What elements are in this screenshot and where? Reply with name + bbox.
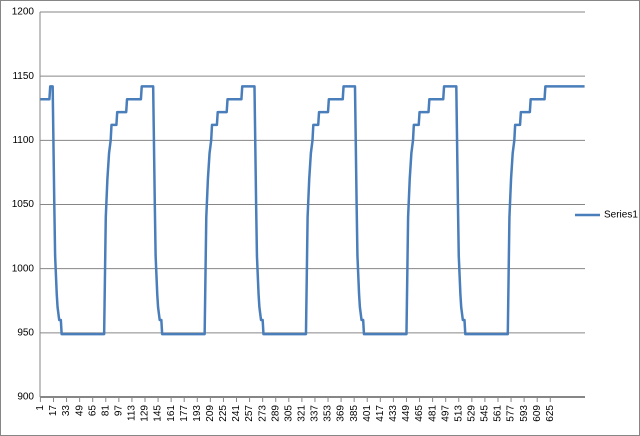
x-tick-label: 81 <box>100 405 111 417</box>
x-tick-label: 193 <box>192 405 203 422</box>
x-tick-label: 465 <box>414 405 425 422</box>
x-tick-label: 337 <box>310 405 321 422</box>
x-tick-label: 33 <box>61 405 72 417</box>
series-line <box>40 85 585 336</box>
x-tick-label: 49 <box>74 405 85 417</box>
y-tick-label: 1050 <box>12 199 35 210</box>
x-tick-label: 145 <box>153 405 164 422</box>
y-tick-label: 1000 <box>12 263 35 274</box>
x-tick-label: 449 <box>401 405 412 422</box>
x-tick-label: 129 <box>140 405 151 422</box>
x-tick-label: 385 <box>349 405 360 422</box>
x-tick-label: 241 <box>231 405 242 422</box>
x-tick-label: 305 <box>283 405 294 422</box>
x-tick-label: 113 <box>127 405 138 421</box>
x-tick-label: 97 <box>113 405 124 417</box>
x-tick-label: 529 <box>466 405 477 422</box>
x-tick-label: 417 <box>375 405 386 422</box>
y-tick-label: 900 <box>17 392 34 403</box>
x-tick-label: 513 <box>453 405 464 422</box>
x-tick-label: 545 <box>480 405 491 422</box>
x-tick-label: 257 <box>244 405 255 422</box>
x-tick-label: 561 <box>493 405 504 422</box>
x-tick-label: 289 <box>270 405 281 422</box>
y-tick-label: 950 <box>17 327 34 338</box>
x-tick-label: 401 <box>362 405 373 422</box>
y-tick-label: 1200 <box>12 7 35 18</box>
x-tick-label: 17 <box>48 405 59 417</box>
x-tick-label: 273 <box>257 405 268 422</box>
x-tick-label: 497 <box>440 405 451 422</box>
x-tick-label: 225 <box>218 405 229 422</box>
x-tick-label: 369 <box>336 405 347 422</box>
x-tick-label: 65 <box>87 405 98 417</box>
y-tick-label: 1150 <box>12 71 34 82</box>
x-tick-label: 577 <box>506 405 517 422</box>
x-tick-label: 161 <box>166 405 177 422</box>
x-tick-label: 433 <box>388 405 399 422</box>
x-tick-label: 353 <box>323 405 334 422</box>
x-tick-label: 177 <box>179 405 190 422</box>
x-tick-label: 1 <box>35 405 46 411</box>
x-tick-label: 593 <box>519 405 530 422</box>
legend-label: Series1 <box>604 210 638 221</box>
x-tick-label: 609 <box>532 405 543 422</box>
x-tick-label: 209 <box>205 405 216 422</box>
y-tick-label: 1100 <box>12 135 34 146</box>
x-tick-label: 625 <box>545 405 556 422</box>
x-tick-label: 321 <box>297 405 308 422</box>
x-tick-label: 481 <box>427 405 438 422</box>
